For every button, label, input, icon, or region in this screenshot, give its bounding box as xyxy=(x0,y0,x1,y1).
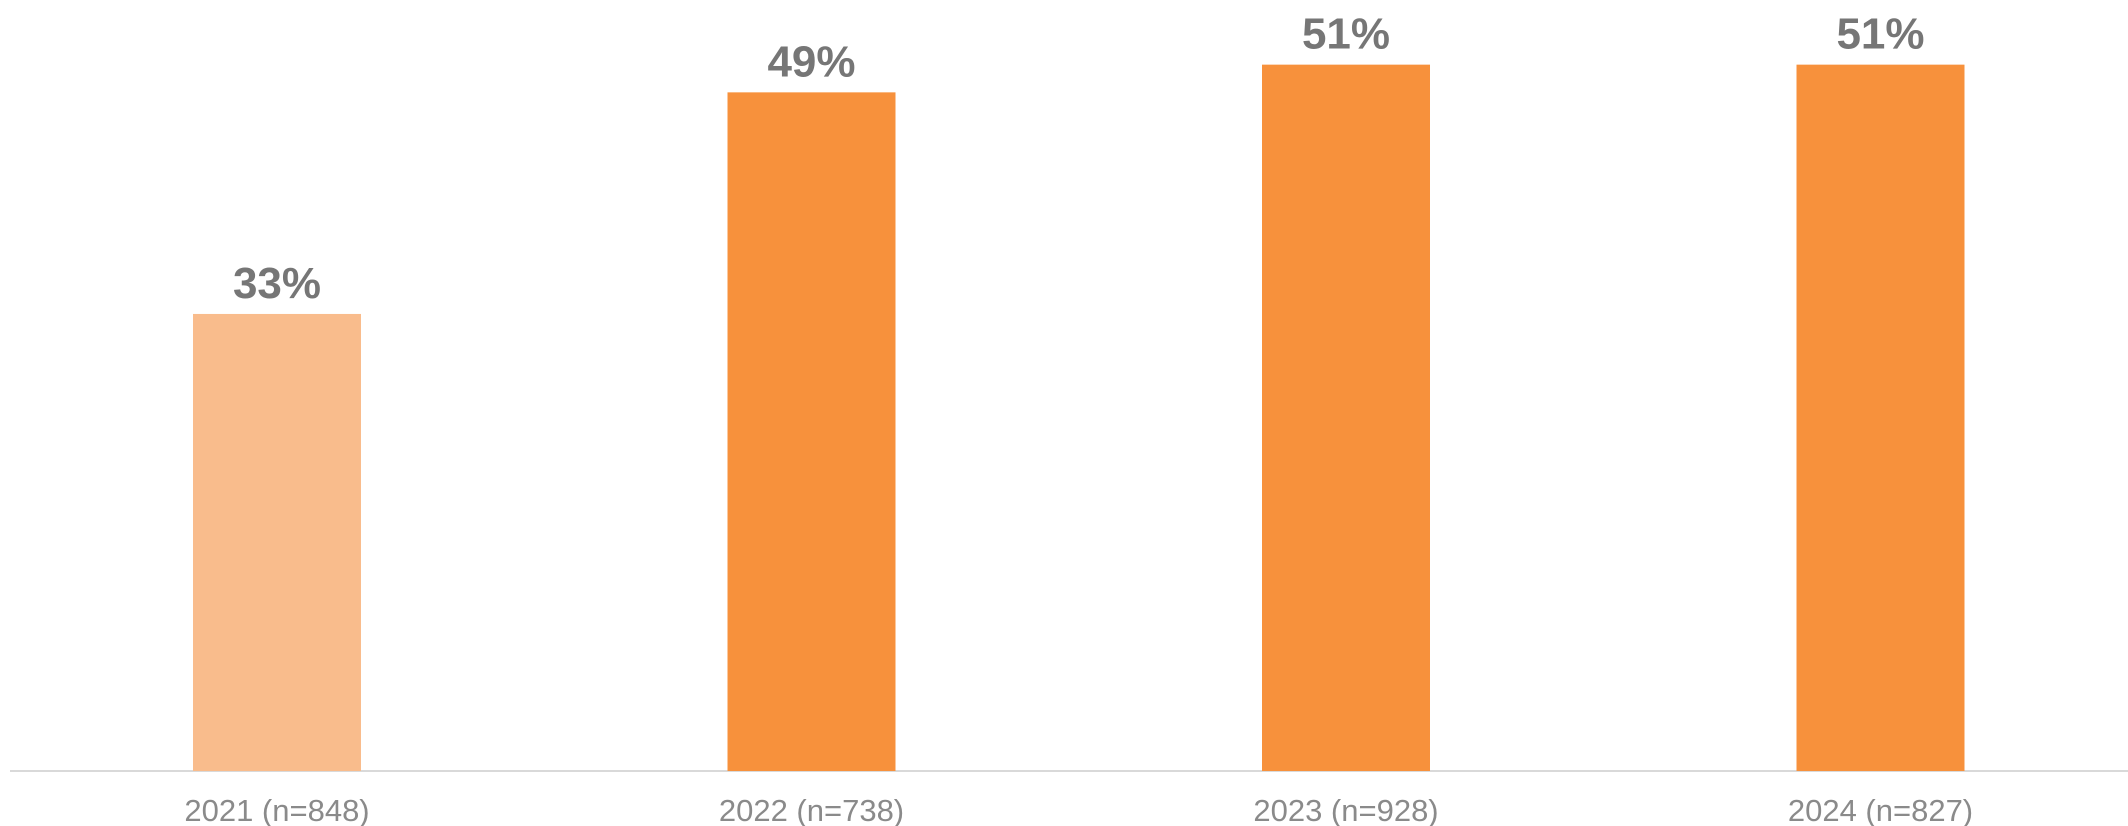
data-label-3: 51% xyxy=(1302,10,1390,59)
bar-1 xyxy=(193,313,361,771)
data-label-4: 51% xyxy=(1836,10,1924,59)
bar-2 xyxy=(727,92,896,772)
data-label-1: 33% xyxy=(233,259,321,308)
x-tick-label-4: 2024 (n=827) xyxy=(1788,793,1973,826)
bar-3 xyxy=(1262,64,1430,771)
x-tick-label-3: 2023 (n=928) xyxy=(1253,793,1438,826)
x-tick-label-2: 2022 (n=738) xyxy=(719,793,904,826)
bar-4 xyxy=(1796,64,1965,771)
x-tick-label-1: 2021 (n=848) xyxy=(184,793,369,826)
data-label-2: 49% xyxy=(767,37,855,86)
